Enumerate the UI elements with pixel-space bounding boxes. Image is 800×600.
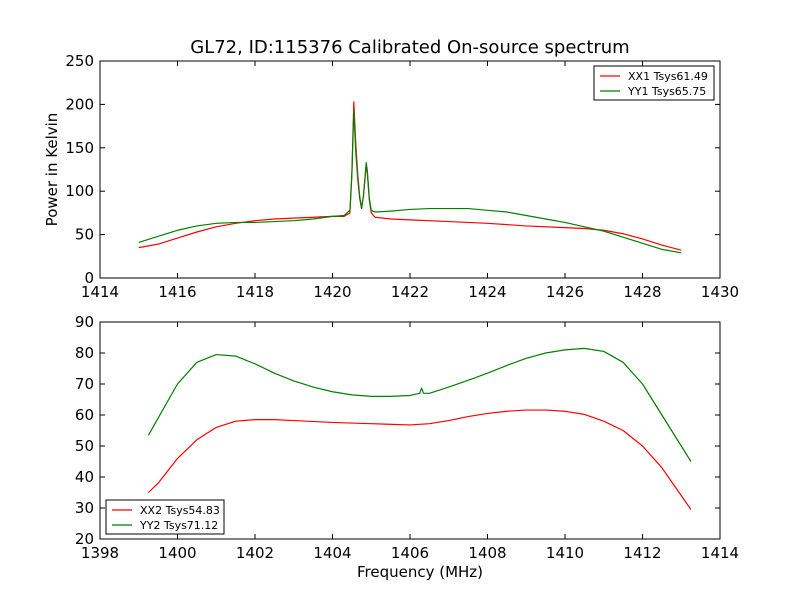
- y-axis-label: Power in Kelvin: [43, 113, 61, 227]
- x-tick-label: 1428: [623, 283, 661, 301]
- series-line-yy2: [147, 347, 692, 462]
- series-line-xx2: [148, 409, 692, 510]
- y-tick-label: 0: [84, 269, 94, 287]
- legend: XX1 Tsys61.49 YY1 Tsys65.75: [593, 65, 715, 101]
- x-tick-label: 1426: [546, 283, 584, 301]
- legend-entry: YY2 Tsys71.12: [139, 519, 218, 532]
- series-line-yy1: [138, 109, 682, 254]
- figure-title: GL72, ID:115376 Calibrated On-source spe…: [190, 37, 629, 58]
- y-tick-label: 90: [75, 313, 94, 331]
- x-tick-label: 1410: [546, 544, 584, 562]
- x-tick-label: 1418: [236, 283, 274, 301]
- y-tick-label: 50: [75, 226, 94, 244]
- y-tick-label: 20: [75, 530, 94, 548]
- legend-entry: XX2 Tsys54.83: [140, 504, 220, 517]
- x-tick-label: 1420: [313, 283, 351, 301]
- x-tick-label: 1414: [81, 283, 119, 301]
- x-tick-label: 1430: [701, 283, 739, 301]
- x-tick-label: 1406: [391, 544, 429, 562]
- y-tick-label: 150: [65, 139, 94, 157]
- x-tick-label: 1404: [313, 544, 351, 562]
- x-tick-label: 1424: [468, 283, 506, 301]
- top-chart: 1414 1416 1418 1420 1422 1424 1426 1428 1430 0 50 1…: [43, 52, 739, 301]
- x-tick-label: 1412: [623, 544, 661, 562]
- x-tick-label: 1414: [701, 544, 739, 562]
- bottom-chart: 1398 1400 1402 1404 1406 1408 1410 1412 1414 20 30…: [75, 313, 739, 581]
- legend-entry: YY1 Tsys65.75: [627, 85, 706, 98]
- y-tick-label: 70: [75, 375, 94, 393]
- x-tick-label: 1400: [158, 544, 196, 562]
- x-tick-label: 1408: [468, 544, 506, 562]
- x-tick-label: 1416: [158, 283, 196, 301]
- legend-box: [105, 499, 225, 535]
- y-tick-label: 60: [75, 406, 94, 424]
- legend-box: [593, 65, 715, 101]
- x-axis-label: Frequency (MHz): [357, 563, 483, 581]
- y-tick-label: 100: [65, 182, 94, 200]
- y-tick-label: 200: [65, 95, 94, 113]
- x-tick-label: 1422: [391, 283, 429, 301]
- x-tick-label: 1398: [81, 544, 119, 562]
- y-tick-label: 250: [65, 52, 94, 70]
- x-tick-label: 1402: [236, 544, 274, 562]
- y-tick-label: 80: [75, 344, 94, 362]
- y-tick-label: 40: [75, 468, 94, 486]
- y-tick-label: 30: [75, 499, 94, 517]
- y-tick-label: 50: [75, 437, 94, 455]
- legend: XX2 Tsys54.83 YY2 Tsys71.12: [105, 499, 225, 535]
- legend-entry: XX1 Tsys61.49: [628, 70, 708, 83]
